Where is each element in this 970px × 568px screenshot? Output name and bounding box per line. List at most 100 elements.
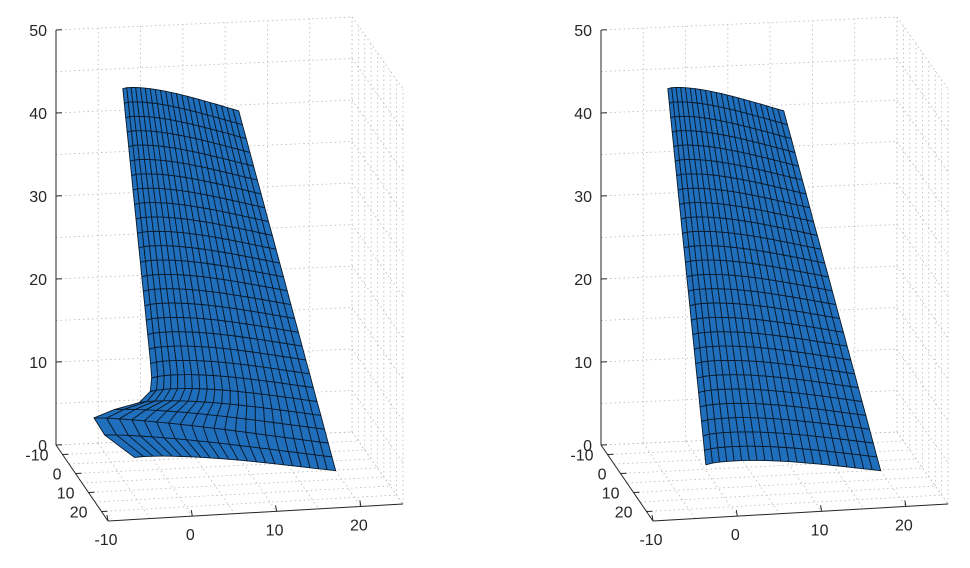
x-tick-label: 10 (266, 522, 284, 539)
grid-line (351, 307, 404, 380)
surface-cell (229, 390, 240, 406)
grid-line (633, 476, 929, 493)
surface-cell (236, 404, 248, 420)
grid-line (351, 141, 404, 214)
grid-line (600, 58, 898, 72)
x-tick-labels: -10 0 10 20 (639, 517, 912, 549)
grid-line (896, 224, 949, 297)
y-tick-label: 0 (598, 467, 607, 484)
wing-surface (667, 87, 882, 472)
x-tick-mark (190, 510, 193, 517)
y-tick-label: 20 (615, 505, 633, 522)
y-tick-labels: -10 0 10 20 (25, 448, 87, 522)
y-axis-line (55, 444, 109, 522)
y-axis-line (600, 444, 654, 522)
grid-line (101, 494, 397, 512)
y-tick-label: 10 (57, 486, 75, 503)
wing-surface (93, 87, 337, 472)
grid-line (896, 348, 949, 422)
grid-line (351, 348, 404, 422)
grid-line (896, 58, 949, 131)
grid-line (685, 441, 738, 517)
grid-line (55, 58, 353, 72)
y-tick-label: 0 (53, 467, 62, 484)
z-tick-label: 40 (574, 106, 592, 123)
y-tick-label: -10 (570, 448, 593, 465)
x-tick-mark (275, 505, 278, 512)
surface-cell (156, 375, 165, 391)
x-tick-labels: -10 0 10 20 (94, 517, 367, 549)
surface-cell (224, 416, 238, 432)
grid-line (88, 476, 384, 493)
z-tick-label: 50 (574, 23, 592, 40)
grid-line (351, 16, 404, 90)
grid-line (600, 16, 898, 31)
z-tick-labels: 0 10 20 30 40 50 (574, 23, 592, 455)
grid-line (140, 441, 193, 517)
grid-line (351, 265, 404, 339)
grid-line (94, 485, 391, 503)
grid-line (896, 141, 949, 214)
grid-line (351, 58, 404, 131)
x-tick-label: 20 (895, 517, 913, 534)
grid-line (646, 494, 942, 512)
chart-panel-right: 0 10 20 30 40 50 -10 0 10 20 -10 0 10 20 (570, 16, 949, 549)
x-tick-mark (820, 505, 823, 512)
y-tick-label: 20 (70, 505, 88, 522)
x-tick-label: -10 (94, 532, 117, 549)
x-tick-mark (904, 500, 907, 507)
z-tick-label: 50 (29, 23, 47, 40)
x-axis-line (652, 503, 949, 522)
grid-line (896, 307, 949, 380)
surface-cell (235, 417, 247, 433)
surface-cell (777, 108, 788, 126)
z-tick-label: 20 (29, 272, 47, 289)
axes (600, 29, 949, 522)
grid-line (896, 16, 949, 90)
surface-cell (184, 374, 193, 389)
grid-line (642, 442, 696, 519)
surface-cell (177, 374, 186, 390)
z-tick-label: 40 (29, 106, 47, 123)
z-tick-labels: 0 10 20 30 40 50 (29, 23, 47, 455)
axes (55, 29, 404, 522)
x-tick-label: 20 (350, 517, 368, 534)
z-tick-label: 30 (574, 189, 592, 206)
x-tick-label: 0 (731, 527, 740, 544)
grid-line (896, 182, 949, 256)
z-tick-label: 10 (574, 355, 592, 372)
y-tick-label: -10 (25, 448, 48, 465)
y-tick-label: 10 (602, 486, 620, 503)
grid-line (896, 99, 949, 173)
surface-cell (254, 406, 265, 422)
x-tick-label: 0 (186, 527, 195, 544)
surface-cell (212, 389, 224, 404)
x-tick-mark (359, 500, 362, 507)
z-tick-label: 0 (38, 438, 47, 455)
grid-line (97, 442, 151, 519)
grid-line (351, 99, 404, 173)
x-tick-label: -10 (639, 532, 662, 549)
surface-cell (245, 418, 257, 435)
grid-line (896, 431, 949, 505)
z-tick-label: 20 (574, 272, 592, 289)
x-tick-mark (735, 510, 738, 517)
grid-line (351, 390, 404, 463)
surface-cell (163, 374, 172, 390)
surface-cell (232, 108, 243, 126)
grid-line (351, 182, 404, 256)
grid-line (896, 390, 949, 463)
grid-line (55, 16, 353, 31)
z-tick-label: 0 (583, 438, 592, 455)
grid-line (351, 431, 404, 505)
chart-panel-left: 0 10 20 30 40 50 -10 0 10 20 -10 0 10 20 (25, 16, 404, 549)
z-tick-label: 10 (29, 355, 47, 372)
surface-cell (170, 374, 179, 390)
x-tick-label: 10 (811, 522, 829, 539)
grid-line (639, 485, 936, 503)
x-tick-mark (106, 514, 109, 522)
surface-cell (245, 405, 256, 421)
grid-line (351, 224, 404, 297)
x-axis-line (107, 503, 404, 522)
